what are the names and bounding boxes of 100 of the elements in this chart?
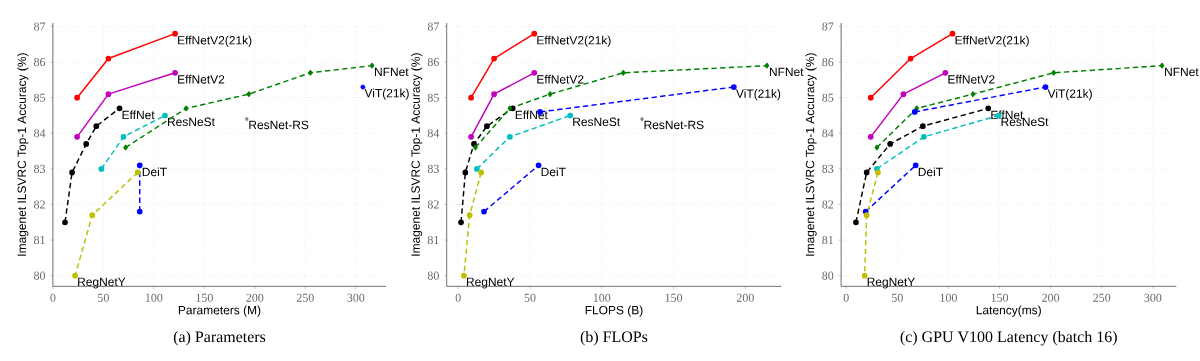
y-tick-label: 83 [34, 164, 46, 173]
y-tick-label: 80 [822, 271, 834, 280]
point [867, 94, 874, 101]
point [74, 94, 80, 101]
point [970, 91, 976, 97]
x-axis-title: Parameters (M) [178, 305, 261, 317]
point [468, 133, 474, 140]
y-tick-label: 84 [34, 129, 46, 138]
x-tick-label: 50 [892, 293, 903, 302]
x-tick-label: 200 [736, 293, 754, 302]
point [531, 30, 538, 37]
point [507, 133, 513, 140]
point [853, 219, 859, 226]
series-label: ResNet-RS [249, 120, 309, 130]
x-tick-label: 250 [1093, 293, 1111, 302]
y-tick-label: 85 [822, 93, 834, 102]
point [93, 123, 100, 129]
y-tick-label: 85 [427, 93, 439, 102]
point [244, 116, 249, 122]
point [481, 208, 487, 215]
point [863, 169, 870, 176]
y-tick-label: 85 [34, 93, 46, 102]
point [874, 165, 880, 172]
point [162, 112, 168, 119]
series-label: ResNeSt [573, 117, 621, 126]
y-tick-label: 87 [427, 22, 439, 31]
point [1051, 69, 1057, 76]
series-label: EffNet [122, 110, 155, 120]
x-tick-label: 100 [145, 293, 163, 302]
y-axis-title: Imagenet ILSVRC Top-1 Accuracy (%) [805, 53, 817, 256]
x-tick-label: 0 [455, 293, 461, 302]
point [867, 133, 874, 140]
x-tick-label: 200 [1042, 293, 1060, 302]
point [491, 91, 497, 97]
point [861, 272, 868, 279]
x-tick-label: 100 [593, 293, 611, 302]
y-axis-title: Imagenet ILSVRC Top-1 Accuracy (%) [411, 53, 423, 256]
y-tick-label: 83 [822, 164, 834, 173]
series-label: DeiT [142, 167, 167, 177]
x-axis-title: FLOPS (B) [585, 305, 643, 317]
point [921, 133, 927, 140]
point [183, 105, 189, 112]
x-tick-label: 150 [665, 293, 683, 302]
point [136, 208, 143, 215]
y-tick-label: 81 [822, 235, 834, 245]
y-tick-label: 87 [34, 22, 46, 31]
point [369, 62, 375, 69]
series-label: EffNetV2 [948, 74, 995, 84]
point [89, 212, 96, 218]
point [123, 144, 128, 151]
x-tick-label: 100 [940, 293, 957, 302]
x-tick-label: 0 [50, 293, 56, 302]
x-tick-label: 300 [1144, 293, 1162, 302]
point [535, 162, 542, 169]
point [912, 162, 919, 169]
point [105, 91, 112, 97]
series-label: NFNet [375, 67, 409, 77]
point [98, 165, 105, 172]
x-tick-label: 50 [98, 293, 109, 302]
point [246, 91, 252, 97]
series-label: DeiT [541, 167, 566, 177]
point [764, 62, 770, 69]
point [949, 30, 956, 37]
point [466, 212, 473, 218]
x-tick-label: 150 [196, 293, 213, 302]
text: (c) GPU V100 Latency (batch 16) [900, 330, 1117, 346]
point [462, 169, 469, 176]
x-axis-title: Latency(ms) [976, 305, 1041, 317]
point [567, 112, 574, 119]
point [491, 55, 497, 62]
point [547, 91, 553, 97]
point [172, 69, 178, 76]
series-label: EffNetV2 [537, 74, 584, 84]
series-label: EffNetV2(21k) [955, 35, 1029, 47]
series-label: RegNetY [867, 277, 915, 289]
point [887, 141, 894, 147]
y-tick-label: 82 [34, 200, 45, 209]
y-tick-label: 87 [822, 22, 834, 31]
y-tick-label: 86 [822, 57, 834, 67]
series-label: EffNet [515, 110, 548, 120]
point [136, 162, 143, 169]
point [478, 169, 485, 176]
y-tick-label: 83 [427, 164, 439, 173]
point [116, 105, 123, 112]
point [863, 212, 870, 218]
point [62, 219, 68, 226]
point [473, 144, 478, 151]
point [473, 165, 480, 172]
x-tick-label: 300 [347, 293, 365, 302]
point [874, 144, 880, 151]
x-tick-label: 50 [524, 293, 536, 302]
point [914, 105, 920, 112]
point [308, 69, 313, 76]
series-label: RegNetY [78, 277, 126, 289]
y-tick-label: 86 [34, 57, 46, 67]
point [920, 123, 926, 129]
point [69, 169, 75, 176]
point [458, 219, 464, 226]
y-tick-label: 86 [427, 57, 439, 67]
point [531, 69, 538, 76]
